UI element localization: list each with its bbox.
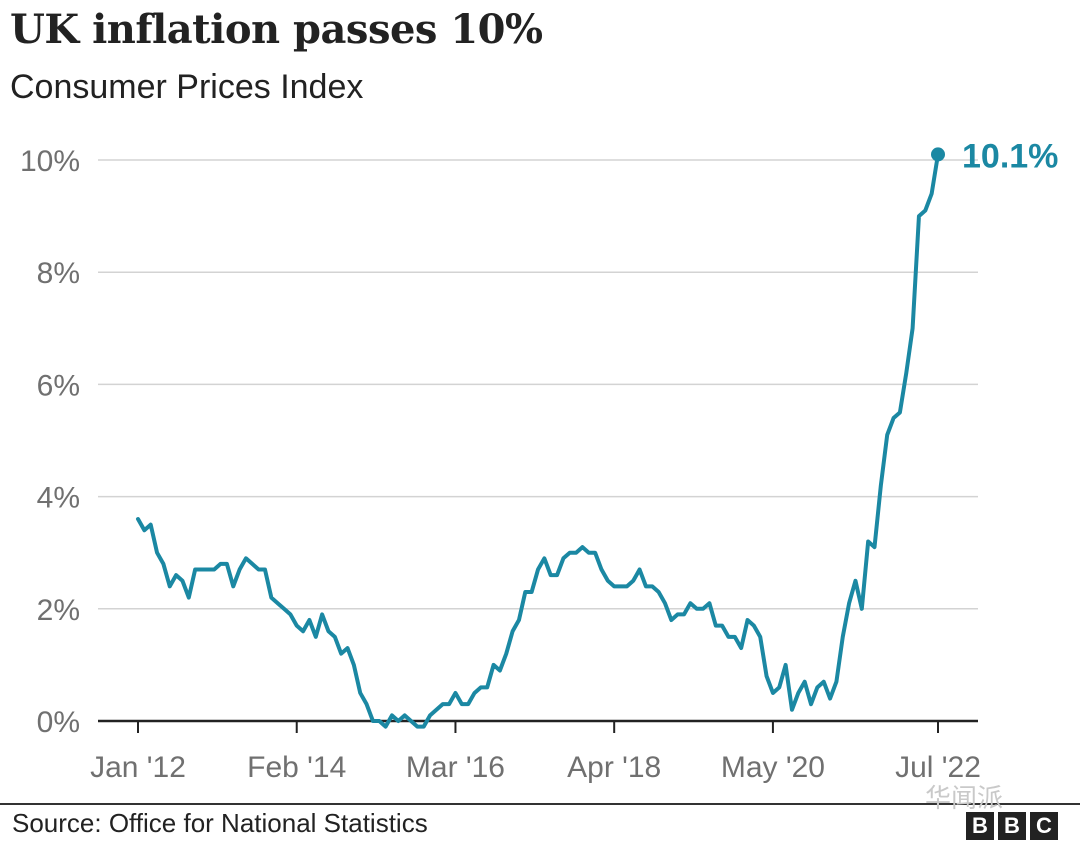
end-value-label: 10.1% (962, 137, 1058, 175)
x-tick-label: Mar '16 (406, 751, 505, 784)
y-tick-label: 6% (37, 369, 80, 402)
x-axis: Jan '12 Feb '14 Mar '16 Apr '18 May '20 Jul '… (90, 719, 981, 784)
source-divider (0, 803, 1080, 805)
x-tick-label: May '20 (721, 751, 825, 784)
chart-subtitle: Consumer Prices Index (10, 68, 364, 106)
y-tick-label: 0% (37, 706, 80, 739)
x-tick-label: Apr '18 (567, 751, 661, 784)
y-tick-label: 4% (37, 482, 80, 515)
y-tick-label: 2% (37, 594, 80, 627)
x-tick-label: Jan '12 (90, 751, 186, 784)
end-point-marker (931, 147, 945, 162)
bbc-logo-letter: C (1030, 812, 1058, 840)
x-tick-label: Feb '14 (247, 751, 346, 784)
chart-title: UK inflation passes 10% (10, 6, 543, 53)
y-axis-tick-labels: 0% 2% 4% 6% 8% 10% (20, 145, 80, 739)
bbc-logo-letter: B (966, 812, 994, 840)
source-note: Source: Office for National Statistics (12, 808, 428, 838)
cpi-series-line (136, 152, 940, 729)
gridlines (98, 159, 978, 610)
watermark: 华闻派 (925, 783, 1004, 813)
bbc-logo-letter: B (998, 812, 1026, 840)
line-chart: 0% 2% 4% 6% 8% 10% Jan '12 Feb '14 Mar '16 Apr '… (20, 137, 1058, 784)
x-tick-label: Jul '22 (895, 751, 981, 784)
y-tick-label: 8% (37, 257, 80, 290)
y-tick-label: 10% (20, 145, 80, 178)
bbc-logo: B B C (966, 812, 1058, 840)
